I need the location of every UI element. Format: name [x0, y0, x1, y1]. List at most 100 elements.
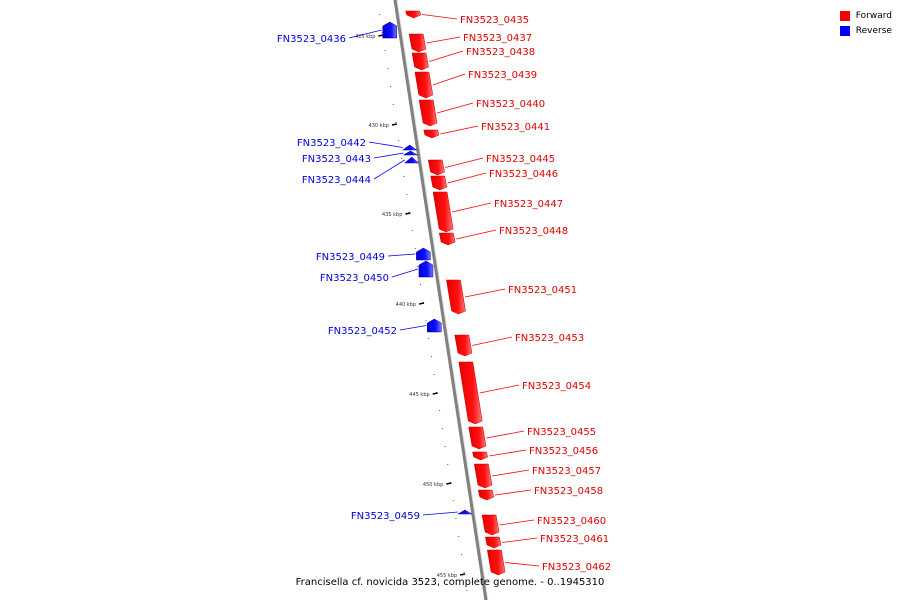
- gene-FN3523_0452[interactable]: [427, 318, 442, 333]
- forward-gene-block[interactable]: [438, 232, 456, 246]
- reverse-gene-arrow[interactable]: [404, 156, 420, 164]
- gene-label-FN3523_0458[interactable]: FN3523_0458: [534, 486, 603, 497]
- gene-FN3523_0453[interactable]: [454, 334, 473, 357]
- minor-tick-dot: [400, 158, 402, 159]
- forward-gene-block[interactable]: [477, 489, 495, 501]
- gene-FN3523_0451[interactable]: [446, 279, 466, 315]
- forward-gene-block[interactable]: [458, 361, 483, 425]
- gene-FN3523_0446[interactable]: [430, 175, 448, 191]
- forward-gene-block[interactable]: [432, 191, 454, 233]
- gene-FN3523_0462[interactable]: [487, 549, 506, 576]
- minor-tick-dot: [411, 230, 413, 231]
- gene-label-FN3523_0439[interactable]: FN3523_0439: [468, 70, 537, 81]
- major-tick: [446, 482, 452, 485]
- reverse-gene-arrow[interactable]: [401, 144, 418, 151]
- gene-FN3523_0448[interactable]: [438, 232, 456, 246]
- gene-label-FN3523_0456[interactable]: FN3523_0456: [529, 446, 598, 457]
- forward-gene-block[interactable]: [473, 463, 493, 489]
- gene-label-FN3523_0437[interactable]: FN3523_0437: [463, 33, 532, 44]
- minor-tick-dot: [452, 500, 454, 501]
- gene-FN3523_0439[interactable]: [414, 71, 434, 99]
- genome-backbone: [393, 0, 488, 600]
- gene-label-FN3523_0443[interactable]: FN3523_0443: [302, 154, 371, 165]
- gene-label-FN3523_0461[interactable]: FN3523_0461: [540, 534, 609, 545]
- gene-label-FN3523_0452[interactable]: FN3523_0452: [328, 326, 397, 337]
- gene-FN3523_0438[interactable]: [411, 52, 429, 71]
- gene-label-FN3523_0440[interactable]: FN3523_0440: [476, 99, 545, 110]
- major-tick: [405, 212, 411, 215]
- legend-forward-label: Forward: [855, 10, 892, 21]
- gene-FN3523_0444[interactable]: [404, 156, 420, 164]
- gene-label-FN3523_0448[interactable]: FN3523_0448: [499, 226, 568, 237]
- forward-gene-block[interactable]: [446, 279, 466, 315]
- forward-gene-block[interactable]: [485, 536, 502, 549]
- gene-FN3523_0455[interactable]: [468, 426, 487, 450]
- gene-label-FN3523_0454[interactable]: FN3523_0454: [522, 381, 591, 392]
- gene-FN3523_0456[interactable]: [472, 451, 488, 461]
- forward-gene-block[interactable]: [418, 99, 438, 127]
- forward-gene-block[interactable]: [408, 33, 427, 53]
- reverse-gene-arrow[interactable]: [456, 509, 473, 515]
- minor-tick-dot: [447, 464, 449, 465]
- gene-FN3523_0435[interactable]: [405, 10, 422, 19]
- forward-gene-block[interactable]: [423, 129, 440, 139]
- legend-reverse-label: Reverse: [855, 25, 892, 36]
- gene-label-FN3523_0460[interactable]: FN3523_0460: [537, 516, 606, 527]
- gene-label-FN3523_0442[interactable]: FN3523_0442: [297, 138, 366, 149]
- gene-label-FN3523_0451[interactable]: FN3523_0451: [508, 285, 577, 296]
- forward-gene-block[interactable]: [405, 10, 422, 19]
- gene-label-FN3523_0441[interactable]: FN3523_0441: [481, 122, 550, 133]
- gene-leader-line: [432, 73, 466, 86]
- gene-label-FN3523_0462[interactable]: FN3523_0462: [542, 562, 611, 573]
- forward-gene-block[interactable]: [427, 159, 445, 176]
- reverse-gene-block[interactable]: [416, 247, 431, 261]
- gene-label-FN3523_0449[interactable]: FN3523_0449: [316, 252, 385, 263]
- gene-FN3523_0460[interactable]: [481, 514, 500, 536]
- gene-FN3523_0457[interactable]: [473, 463, 493, 489]
- gene-label-FN3523_0438[interactable]: FN3523_0438: [466, 47, 535, 58]
- forward-gene-block[interactable]: [487, 549, 506, 576]
- reverse-gene-block[interactable]: [427, 318, 442, 333]
- forward-gene-block[interactable]: [472, 451, 488, 461]
- gene-FN3523_0445[interactable]: [427, 159, 445, 176]
- gene-label-FN3523_0450[interactable]: FN3523_0450: [320, 273, 389, 284]
- gene-FN3523_0458[interactable]: [477, 489, 495, 501]
- gene-FN3523_0461[interactable]: [485, 536, 502, 549]
- gene-leader-line: [486, 430, 525, 439]
- gene-FN3523_0447[interactable]: [432, 191, 454, 233]
- gene-FN3523_0443[interactable]: [402, 150, 419, 156]
- gene-FN3523_0437[interactable]: [408, 33, 427, 53]
- minor-tick-dot: [398, 140, 400, 141]
- gene-label-FN3523_0446[interactable]: FN3523_0446: [489, 169, 558, 180]
- gene-label-FN3523_0445[interactable]: FN3523_0445: [486, 154, 555, 165]
- forward-gene-block[interactable]: [454, 334, 473, 357]
- gene-label-FN3523_0444[interactable]: FN3523_0444: [302, 175, 371, 186]
- gene-FN3523_0440[interactable]: [418, 99, 438, 127]
- gene-label-FN3523_0436[interactable]: FN3523_0436: [277, 34, 346, 45]
- gene-FN3523_0436[interactable]: [382, 21, 398, 39]
- forward-gene-block[interactable]: [430, 175, 448, 191]
- gene-label-FN3523_0453[interactable]: FN3523_0453: [515, 333, 584, 344]
- minor-tick-dot: [406, 194, 408, 195]
- reverse-gene-arrow[interactable]: [402, 150, 419, 156]
- gene-label-FN3523_0457[interactable]: FN3523_0457: [532, 466, 601, 477]
- gene-FN3523_0450[interactable]: [418, 260, 434, 278]
- forward-gene-block[interactable]: [481, 514, 500, 536]
- forward-gene-block[interactable]: [414, 71, 434, 99]
- forward-gene-block[interactable]: [411, 52, 429, 71]
- gene-FN3523_0449[interactable]: [416, 247, 431, 261]
- minor-tick-dot: [439, 410, 441, 411]
- gene-label-FN3523_0459[interactable]: FN3523_0459: [351, 511, 420, 522]
- reverse-gene-block[interactable]: [382, 21, 398, 39]
- gene-FN3523_0459[interactable]: [456, 509, 473, 515]
- gene-label-FN3523_0455[interactable]: FN3523_0455: [527, 427, 596, 438]
- gene-label-FN3523_0447[interactable]: FN3523_0447: [494, 199, 563, 210]
- gene-FN3523_0441[interactable]: [423, 129, 440, 139]
- minor-tick-dot: [430, 356, 432, 357]
- gene-FN3523_0454[interactable]: [458, 361, 483, 425]
- gene-FN3523_0442[interactable]: [401, 144, 418, 151]
- reverse-gene-block[interactable]: [418, 260, 434, 278]
- forward-gene-block[interactable]: [468, 426, 487, 450]
- gene-label-FN3523_0435[interactable]: FN3523_0435: [460, 15, 529, 26]
